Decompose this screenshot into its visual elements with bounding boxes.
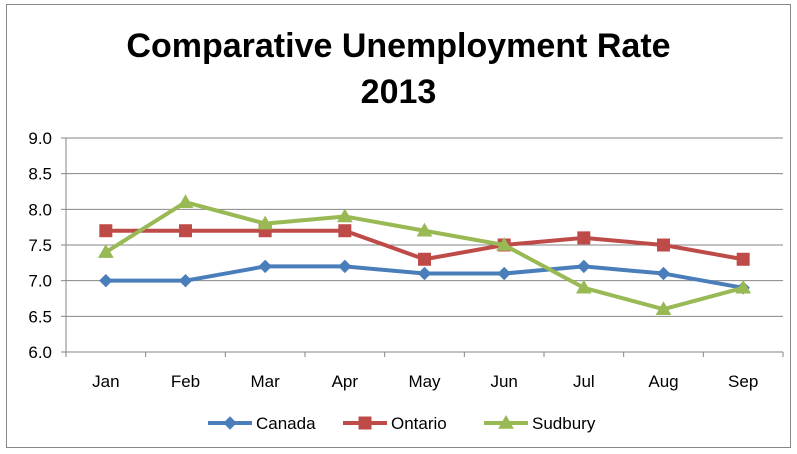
legend-canada-label: Canada [256,414,316,433]
sudbury-point [416,222,433,237]
legend-ontario-marker [358,416,372,430]
ontario-point [657,238,670,252]
canada-point [99,273,113,288]
y-tick-label: 8.5 [28,165,52,184]
sudbury-point [257,215,274,230]
sudbury-point [496,236,513,251]
y-tick-label: 7.0 [28,272,52,291]
sudbury-point [735,279,752,294]
sudbury-point [177,194,194,208]
legend-sudbury-label: Sudbury [532,414,596,433]
legend-ontario-label: Ontario [391,414,447,433]
y-tick-label: 8.0 [28,200,52,219]
ontario-point [418,252,431,266]
x-tick-label: Mar [251,372,281,391]
x-tick-label: Aug [648,372,678,391]
ontario-point [179,224,192,238]
sudbury-point [336,208,353,223]
ontario-point [338,224,352,238]
ontario-point [736,252,750,266]
canada-point [258,259,272,274]
x-tick-label: Jul [573,372,595,391]
x-tick-label: Apr [332,372,359,391]
canada-point [577,259,591,274]
legend-sudbury-marker [498,414,514,429]
canada-point [417,266,432,281]
x-tick-label: Jun [490,372,517,391]
legend-canada-marker [223,416,237,430]
sudbury-point [97,244,114,258]
sudbury-point [655,301,672,315]
x-tick-label: Feb [171,372,200,391]
chart-title-line-2: 2013 [360,73,437,111]
chart-title-line-1: Comparative Unemployment Rate [126,27,671,65]
canada-point [178,273,193,288]
ontario-point [99,224,113,238]
y-tick-label: 9.0 [28,129,52,148]
x-tick-label: Jan [92,372,119,391]
canada-point [497,266,511,281]
canada-point [338,259,352,274]
x-tick-label: Sep [728,372,758,391]
y-tick-label: 6.5 [28,307,52,326]
y-tick-label: 7.5 [28,236,52,255]
sudbury-point [575,279,592,294]
y-tick-label: 6.0 [28,343,52,362]
ontario-point [577,231,591,245]
canada-point [656,266,671,281]
x-tick-label: May [408,372,441,391]
